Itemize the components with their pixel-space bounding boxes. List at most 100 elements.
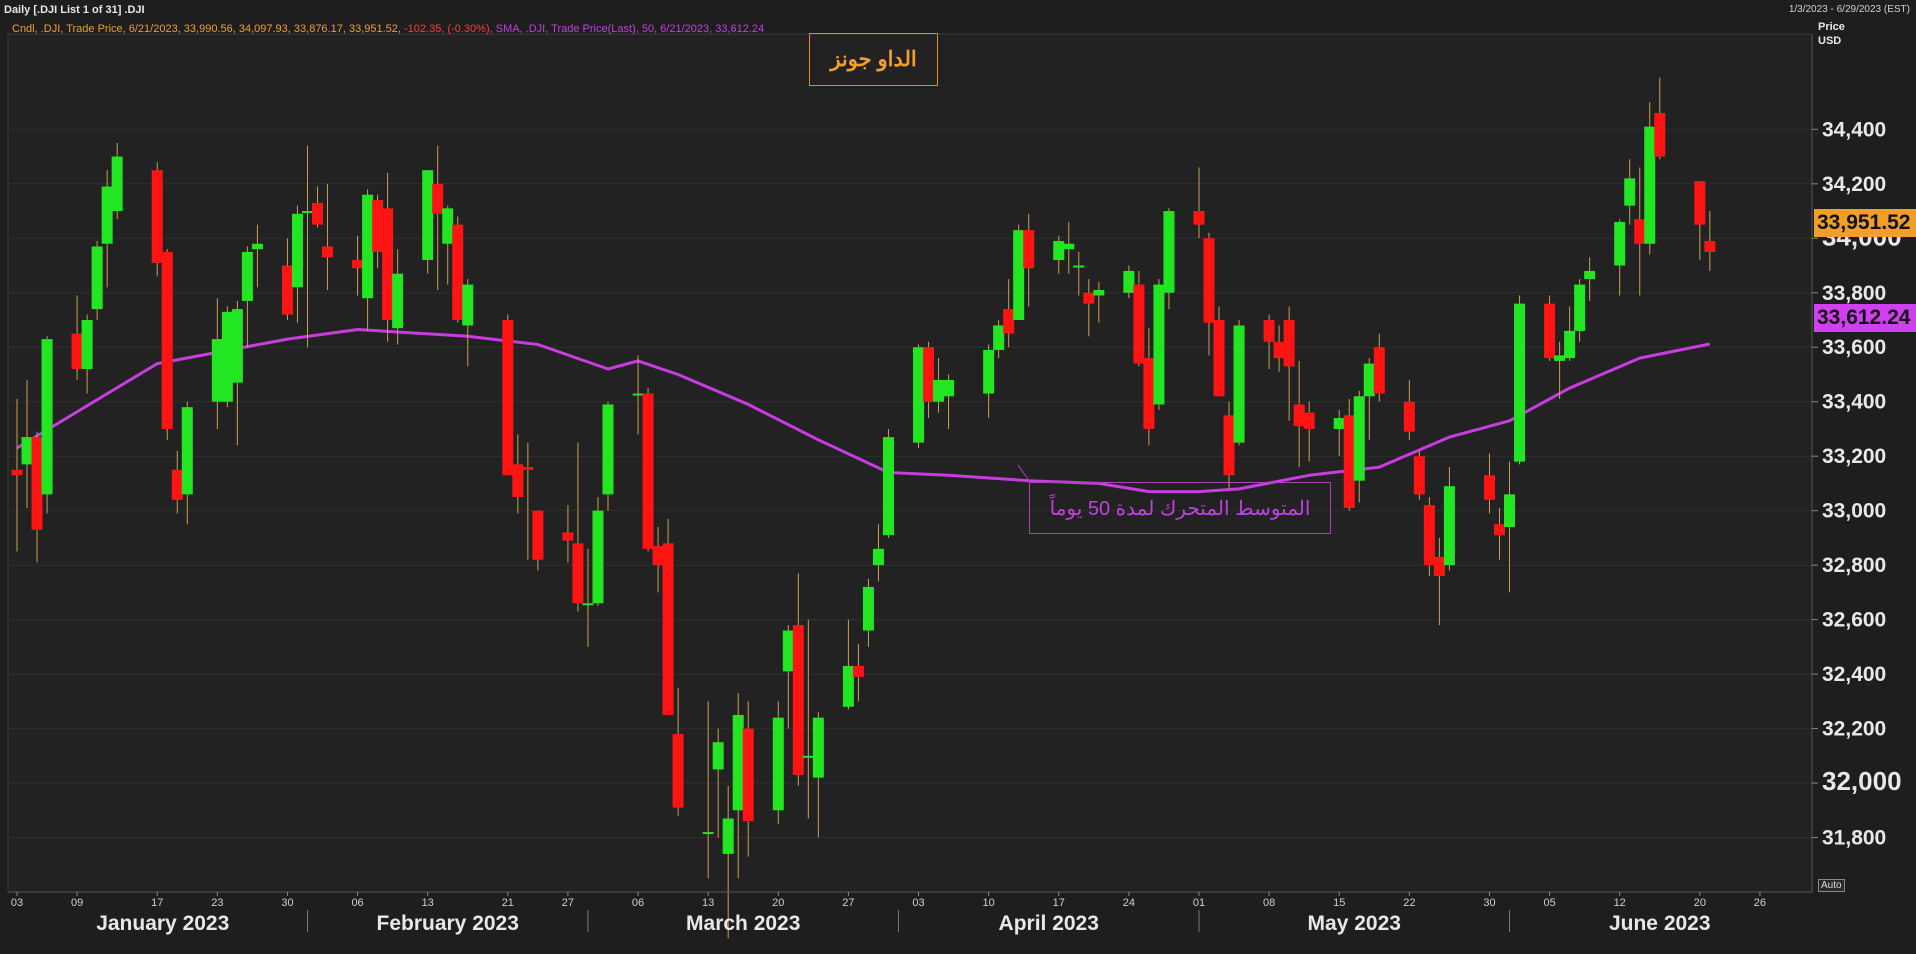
candle-body [11, 469, 23, 476]
candle-body [1283, 320, 1295, 367]
candle [1303, 401, 1315, 462]
candle-body [1293, 404, 1305, 427]
date-range: 1/3/2023 - 6/29/2023 (EST) [1788, 4, 1910, 15]
candle [722, 785, 734, 939]
candle-body [712, 742, 724, 770]
candle [462, 279, 474, 367]
sma-annotation: المتوسط المتحرك لمدة 50 يوماً [1029, 482, 1331, 534]
candle [933, 358, 945, 413]
candle-body [1163, 211, 1175, 293]
date-axis: 03 09 17 23 30 06 13 21 27 06 13 20 27 03 10 17 24 01 08 15… [8, 891, 1812, 935]
candle-body [1023, 230, 1035, 269]
sma-value-tag: 33,612.24 [1814, 304, 1916, 332]
candle [211, 298, 223, 429]
candle-body [812, 717, 824, 778]
candle-body [1213, 320, 1225, 397]
candle-body [181, 407, 193, 495]
candle [993, 320, 1005, 359]
candle-body [562, 532, 574, 541]
candle [1213, 306, 1225, 397]
candle-body [1263, 320, 1275, 342]
candle [171, 450, 183, 514]
y-tick-label: 32,800 [1822, 554, 1886, 577]
candle [1544, 295, 1556, 361]
candle-body [1443, 486, 1455, 566]
candle-body [1073, 265, 1085, 268]
candle-body [211, 339, 223, 402]
candle-body [1624, 178, 1636, 206]
month-label: June 2023 [1609, 912, 1711, 935]
candle-body [1353, 396, 1365, 481]
candle-body [231, 309, 243, 383]
candle [1143, 328, 1155, 446]
candle-body [1363, 363, 1375, 397]
candle [161, 249, 173, 440]
x-tick-label: 13 [422, 897, 434, 909]
candle-body [1303, 412, 1315, 429]
candle [1493, 507, 1505, 560]
candle [983, 344, 995, 419]
candle [732, 693, 744, 879]
x-tick-label: 24 [1123, 897, 1135, 909]
y-tick-label: 33,400 [1822, 391, 1886, 414]
candle [1644, 102, 1656, 255]
candle [943, 374, 955, 429]
candle [1343, 398, 1355, 511]
candle [1273, 325, 1285, 372]
candle-body [913, 347, 925, 443]
candle [1073, 251, 1085, 296]
candle-body [742, 728, 754, 822]
candle [41, 336, 53, 514]
candle [181, 401, 193, 525]
candle [1133, 270, 1145, 367]
x-tick-label: 30 [281, 897, 293, 909]
x-tick-label: 06 [632, 897, 644, 909]
candle-body [802, 755, 814, 758]
index-name-annotation: الداو جونز [809, 33, 938, 86]
candle [512, 434, 524, 514]
candle [812, 712, 824, 838]
candle-body [1223, 415, 1235, 476]
candle-body [572, 543, 584, 604]
y-tick-label: 33,000 [1822, 500, 1886, 523]
candle [31, 431, 43, 563]
candle [1483, 453, 1495, 514]
candle [1554, 341, 1566, 399]
month-label: March 2023 [686, 912, 800, 935]
candle [562, 505, 574, 563]
candle-body [862, 586, 874, 631]
candle-body [432, 183, 444, 214]
candle [392, 249, 404, 345]
x-tick-label: 20 [1694, 897, 1706, 909]
candle [1003, 279, 1015, 348]
candle [312, 186, 324, 228]
x-tick-label: 27 [562, 897, 574, 909]
candle [1153, 279, 1165, 410]
month-label: April 2023 [999, 912, 1099, 935]
candle [1634, 167, 1646, 296]
candle [502, 314, 514, 476]
candle [1564, 306, 1576, 361]
candle [1694, 181, 1706, 261]
legend-candle-values: Cndl, .DJI, Trade Price, 6/21/2023, 33,9… [12, 23, 401, 35]
y-tick-label: 32,400 [1822, 663, 1886, 686]
candle-body [1123, 270, 1135, 293]
x-tick-label: 21 [502, 897, 514, 909]
candle-body [71, 333, 83, 370]
candle [1584, 257, 1596, 301]
candle-body [632, 393, 644, 396]
candle-body [592, 510, 604, 604]
candle-body [1233, 325, 1245, 443]
candle-body [1544, 303, 1556, 359]
candle [862, 578, 874, 647]
candle-body [462, 284, 474, 326]
candle [1263, 314, 1275, 370]
auto-scale-button[interactable]: Auto [1818, 879, 1845, 892]
candle [251, 224, 263, 288]
candle [672, 687, 684, 816]
candle-body [1343, 415, 1355, 508]
candle [842, 619, 854, 710]
candle-body [1003, 309, 1015, 334]
candle [1433, 537, 1445, 626]
candle [372, 194, 384, 269]
